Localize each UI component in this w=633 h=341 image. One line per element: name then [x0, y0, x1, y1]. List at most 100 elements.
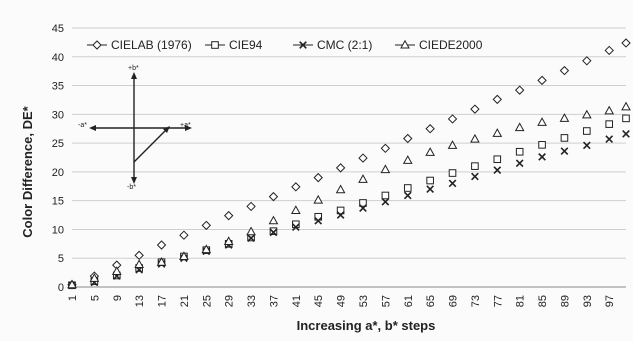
data-point-x	[403, 191, 412, 200]
inset-arrow-right	[185, 125, 192, 131]
data-point-diamond	[223, 210, 234, 221]
inset-label-plus-b: +b*	[128, 65, 139, 72]
y-tick-label: 0	[58, 282, 64, 294]
data-point-triangle	[201, 244, 212, 254]
data-point-diamond	[537, 75, 547, 86]
data-point-triangle	[447, 140, 458, 149]
x-tick-label: 37	[268, 295, 280, 307]
data-point-triangle	[581, 109, 592, 119]
y-tick-label: 45	[52, 23, 64, 35]
data-point-triangle	[358, 174, 368, 183]
inset-label-plus-a: +a*	[180, 122, 191, 129]
data-point-x	[605, 135, 614, 143]
y-tick-label: 10	[52, 224, 64, 236]
data-point-triangle	[89, 273, 100, 282]
data-point-diamond	[156, 240, 167, 250]
x-tick-label: 1	[67, 295, 79, 301]
inset-arrow-left	[89, 125, 96, 131]
data-point-triangle	[335, 184, 346, 194]
legend-item: CIEDE2000	[395, 38, 483, 52]
data-point-triangle	[313, 194, 324, 204]
x-tick-label: 77	[492, 295, 504, 307]
y-tick-label: 20	[52, 167, 64, 179]
x-tick-label: 9	[112, 295, 124, 301]
data-point-triangle	[514, 122, 525, 132]
data-point-triangle	[67, 279, 77, 289]
data-point-diamond	[291, 182, 301, 192]
data-point-triangle	[179, 251, 189, 260]
y-tick-label: 5	[58, 253, 64, 265]
data-point-square	[471, 162, 479, 170]
inset-diagonal-arrowhead	[163, 126, 170, 133]
data-point-square	[359, 199, 367, 207]
data-point-x	[538, 153, 546, 161]
data-point-square	[448, 169, 457, 177]
data-point-diamond	[313, 172, 323, 183]
x-tick-label: 73	[470, 295, 482, 307]
data-point-diamond	[425, 124, 435, 134]
data-point-x	[426, 185, 435, 194]
data-point-square	[622, 114, 630, 123]
data-point-diamond	[179, 230, 189, 240]
data-point-triangle	[134, 259, 145, 269]
x-tick-label: 17	[157, 295, 169, 307]
x-tick-label: 5	[89, 295, 101, 301]
x-axis-title: Increasing a*, b* steps	[297, 318, 436, 333]
legend-label: CMC (2:1)	[317, 38, 372, 52]
data-points	[67, 38, 631, 290]
grid-lines	[72, 27, 626, 259]
x-tick-label: 45	[313, 295, 325, 307]
data-point-x	[269, 228, 278, 237]
data-point-x	[359, 204, 367, 213]
legend: CIELAB (1976) CIE94 CMC (2:1) CIEDE2000	[87, 38, 483, 52]
data-point-diamond	[201, 220, 212, 231]
x-tick-label: 65	[425, 295, 437, 307]
data-point-triangle	[604, 105, 615, 115]
data-point-x	[336, 211, 345, 219]
x-tick-label: 41	[291, 295, 303, 307]
inset-arrow-down	[131, 177, 137, 184]
x-tick-label: 21	[179, 295, 191, 307]
data-point-diamond	[514, 85, 525, 95]
data-point-triangle	[537, 117, 547, 126]
data-point-diamond	[604, 45, 614, 56]
data-point-x	[314, 216, 323, 225]
legend-label: CIEDE2000	[419, 38, 483, 52]
x-tick-label: 93	[582, 295, 594, 307]
inset-diagonal-vector	[133, 127, 169, 163]
data-point-square	[605, 120, 614, 128]
series-triangle	[67, 101, 631, 289]
data-point-diamond	[268, 191, 279, 202]
inset-label-minus-a: -a*	[78, 122, 87, 129]
data-point-triangle	[111, 266, 122, 275]
y-tick-label: 40	[52, 52, 64, 64]
data-point-x	[622, 130, 630, 138]
x-tick-label: 61	[403, 295, 415, 307]
data-point-x	[582, 141, 591, 150]
data-point-x	[515, 159, 524, 168]
data-point-x	[560, 147, 569, 156]
data-point-square	[538, 141, 546, 149]
data-point-x	[247, 234, 255, 242]
x-tick-label: 29	[224, 295, 236, 307]
x-tick-label: 53	[358, 295, 370, 307]
data-point-x	[448, 179, 457, 188]
data-point-diamond	[470, 104, 480, 114]
data-point-triangle	[470, 133, 480, 143]
x-tick-labels: 1 5 9 13 17 21 25 29 33 37 41 45 49 53 57 61 65 69 73 77 81 8…	[67, 295, 616, 307]
data-point-diamond	[582, 56, 592, 66]
y-tick-label: 15	[52, 196, 64, 208]
inset-arrow-up	[131, 72, 137, 79]
legend-item: CMC (2:1)	[293, 38, 372, 52]
data-point-square	[403, 184, 412, 192]
data-point-triangle	[380, 164, 391, 174]
legend-marker-triangle	[400, 39, 410, 49]
data-point-diamond	[380, 143, 391, 153]
data-point-triangle	[246, 226, 256, 236]
data-point-diamond	[246, 201, 256, 212]
data-point-triangle	[492, 128, 503, 137]
x-tick-label: 85	[537, 295, 549, 307]
data-point-diamond	[621, 38, 631, 48]
data-point-triangle	[425, 147, 435, 156]
data-point-square	[336, 206, 345, 215]
